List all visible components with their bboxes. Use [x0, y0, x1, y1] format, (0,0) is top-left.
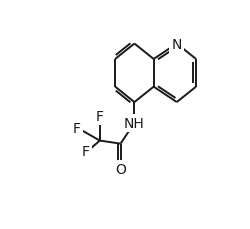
Text: F: F — [96, 109, 103, 123]
Text: F: F — [82, 145, 90, 159]
Text: N: N — [171, 37, 181, 51]
Text: O: O — [115, 162, 126, 176]
Text: NH: NH — [124, 116, 144, 130]
Text: F: F — [72, 122, 80, 136]
